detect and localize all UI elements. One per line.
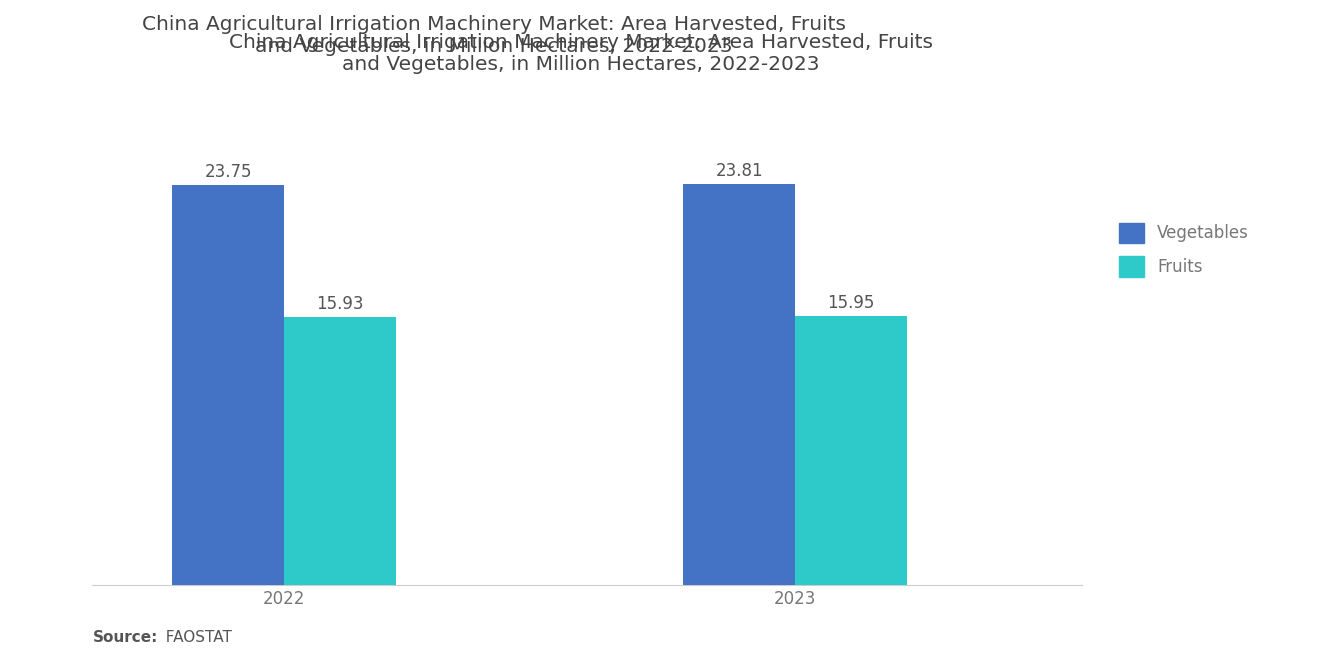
Text: 23.81: 23.81	[715, 162, 763, 180]
Bar	[684, 184, 795, 585]
Text: 15.95: 15.95	[828, 295, 875, 313]
Text: Source:: Source:	[92, 630, 158, 645]
Text: China Agricultural Irrigation Machinery Market: Area Harvested, Fruits
and Veget: China Agricultural Irrigation Machinery …	[143, 15, 846, 56]
Legend: Vegetables, Fruits: Vegetables, Fruits	[1110, 215, 1258, 285]
Text: FAOSTAT: FAOSTAT	[156, 630, 231, 645]
Text: 15.93: 15.93	[317, 295, 363, 313]
Bar	[795, 317, 907, 585]
Text: China Agricultural Irrigation Machinery Market: Area Harvested, Fruits
and Veget: China Agricultural Irrigation Machinery …	[228, 33, 933, 74]
Bar	[284, 317, 396, 585]
Bar	[172, 185, 284, 585]
Text: 23.75: 23.75	[205, 163, 252, 181]
